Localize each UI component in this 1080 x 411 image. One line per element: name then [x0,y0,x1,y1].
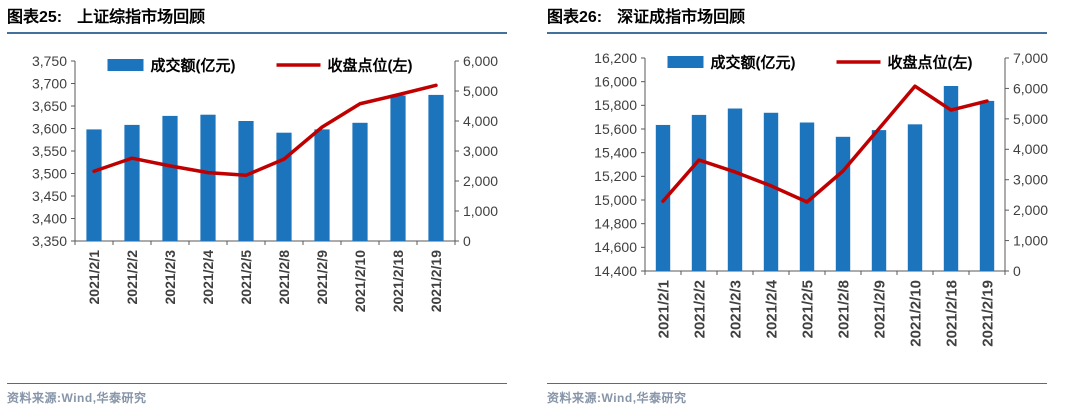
left-axis-label: 3,500 [32,165,67,181]
figure-header: 图表25: 上证综指市场回顾 [7,3,507,34]
volume-bar [162,115,178,241]
left-axis-label: 14,400 [594,263,637,279]
x-axis-label: 2021/2/3 [727,280,744,338]
left-axis-label: 3,600 [32,120,67,136]
left-axis-label: 3,700 [32,75,67,91]
x-axis-label: 2021/2/2 [124,250,140,305]
combo-chart-svg: 14,400 14,600 14,800 15,000 15,200 15,400 15,6… [594,50,1048,347]
x-axis-label: 2021/2/4 [200,250,216,305]
figure-label: 图表26: [547,9,603,26]
source-note: 资料来源:Wind,华泰研究 [7,383,507,406]
left-axis-label: 14,600 [594,239,637,255]
volume-bar [390,95,406,241]
left-axis-label: 3,650 [32,98,67,114]
combo-chart-svg: 3,350 3,400 3,450 3,500 3,550 3,600 3,650 3,700… [32,53,498,312]
legend-bar-label: 成交额(亿元) [711,53,796,71]
szse-combo-chart: 14,400 14,600 14,800 15,000 15,200 15,400 15,6… [540,26,1080,382]
left-axis-label: 3,550 [32,143,67,159]
x-axis-label: 2021/2/10 [352,250,368,312]
left-axis-label: 15,400 [594,145,637,161]
volume-bar [200,114,216,241]
x-axis-label: 2021/2/19 [428,250,444,312]
x-axis-label: 2021/2/5 [799,280,816,338]
volume-bar [727,108,743,271]
volume-bar [276,132,292,241]
sse-combo-chart: 3,350 3,400 3,450 3,500 3,550 3,600 3,650 3,700… [0,26,540,382]
volume-bar [763,112,779,272]
close-price-line [92,83,438,178]
legend-bar-label: 成交额(亿元) [151,56,236,74]
x-axis-label: 2021/2/9 [314,250,330,305]
volume-bar [907,124,923,271]
right-axis-label: 2,000 [463,173,498,189]
figure-panel-sse: 图表25: 上证综指市场回顾 3,350 3,400 3,450 3,500 3,550… [0,3,540,406]
volume-bar [871,130,887,271]
x-axis-label: 2021/2/8 [276,250,292,305]
right-axis-label: 5,000 [1013,111,1048,127]
left-axis-label: 16,000 [594,74,637,90]
x-axis-label: 2021/2/5 [238,250,254,305]
right-axis-label: 4,000 [463,113,498,129]
x-axis-label: 2021/2/18 [943,280,960,347]
x-axis-label: 2021/2/3 [162,250,178,305]
volume-bar [352,122,368,241]
left-axis-label: 14,800 [594,216,637,232]
volume-bar [799,122,815,271]
left-axis-label: 3,350 [32,233,67,249]
right-axis-label: 7,000 [1013,50,1048,66]
volume-bar [691,114,707,271]
figure-label: 图表25: [7,9,63,26]
x-axis-label: 2021/2/8 [835,280,852,338]
right-axis-label: 4,000 [1013,141,1048,157]
left-axis-label: 15,800 [594,97,637,113]
close-price-line [661,84,989,204]
x-axis-label: 2021/2/19 [979,280,996,347]
figure-panel-szse: 图表26: 深证成指市场回顾 14,400 14,600 14,800 15,000 1… [540,0,1080,411]
volume-bar [943,85,959,271]
right-axis-label: 1,000 [1013,232,1048,248]
legend-line-label: 收盘点位(左) [888,53,973,71]
right-axis-label: 2,000 [1013,202,1048,218]
volume-bar [428,94,444,242]
right-axis-label: 3,000 [463,143,498,159]
right-axis-label: 1,000 [463,203,498,219]
left-axis-label: 15,600 [594,121,637,137]
volume-bar [835,136,851,271]
x-axis-label: 2021/2/1 [86,250,102,305]
right-axis-label: 6,000 [1013,80,1048,96]
left-axis-label: 15,200 [594,168,637,184]
x-axis-label: 2021/2/1 [655,280,672,338]
right-axis-label: 6,000 [463,53,498,69]
right-axis-label: 0 [463,233,471,249]
right-axis-label: 0 [1013,263,1021,279]
right-axis-label: 3,000 [1013,172,1048,188]
x-axis-label: 2021/2/9 [871,280,888,338]
legend-bar-swatch [107,59,144,71]
left-axis-label: 16,200 [594,50,637,66]
source-note: 资料来源:Wind,华泰研究 [547,383,1047,406]
volume-bar [124,124,140,241]
legend-bar-swatch [667,56,704,68]
left-axis-label: 15,000 [594,192,637,208]
left-axis-label: 3,400 [32,210,67,226]
figure-title: 上证综指市场回顾 [77,9,206,26]
figure-header: 图表26: 深证成指市场回顾 [547,3,1047,34]
volume-bar [979,100,995,271]
left-axis-label: 3,450 [32,188,67,204]
volume-bar [655,124,671,271]
volume-bar [86,129,102,241]
volume-bar [314,129,330,241]
right-axis-label: 5,000 [463,83,498,99]
x-axis-label: 2021/2/2 [691,280,708,338]
volume-bar [238,121,254,241]
x-axis-label: 2021/2/10 [907,280,924,347]
x-axis-label: 2021/2/18 [390,250,406,312]
legend-line-label: 收盘点位(左) [328,56,413,74]
figure-title: 深证成指市场回顾 [617,9,746,26]
x-axis-label: 2021/2/4 [763,279,780,338]
left-axis-label: 3,750 [32,53,67,69]
